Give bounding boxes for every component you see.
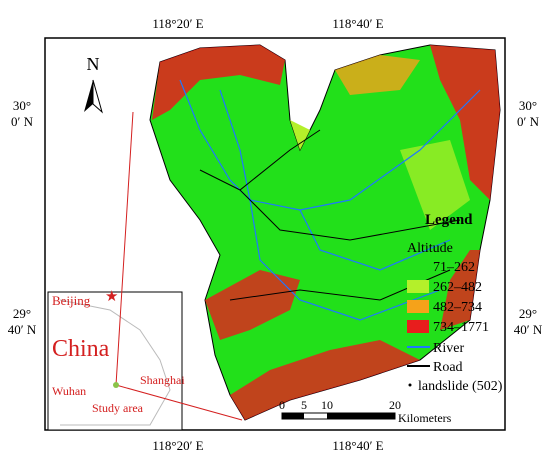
- legend-label: landslide (502): [418, 379, 503, 394]
- legend-label: 734–1771: [433, 320, 489, 335]
- legend-landslide-dot: [408, 383, 412, 387]
- longitude-label: 118°40′ E: [332, 438, 383, 453]
- legend-title: Legend: [425, 212, 473, 228]
- latitude-label: 30°: [13, 98, 31, 113]
- latitude-label: 40′ N: [514, 322, 543, 337]
- legend-swatch: [407, 320, 429, 333]
- legend-label: 482–734: [433, 300, 482, 315]
- legend-swatch: [407, 300, 429, 313]
- legend-label: Road: [433, 360, 463, 375]
- north-label: N: [87, 54, 100, 74]
- legend-subtitle: Altitude: [407, 241, 453, 256]
- svg-text:★: ★: [105, 289, 118, 305]
- scale-label: 0: [279, 398, 285, 412]
- scale-label: 10: [321, 398, 333, 412]
- latitude-label: 40′ N: [8, 322, 37, 337]
- inset-label: Shanghai: [140, 373, 185, 387]
- latitude-label: 30°: [519, 98, 537, 113]
- legend-label: River: [433, 341, 464, 356]
- latitude-label: 0′ N: [517, 114, 540, 129]
- legend-swatch: [407, 260, 429, 273]
- scale-label: 5: [301, 398, 307, 412]
- inset-map: ★: [47, 111, 243, 431]
- longitude-label: 118°20′ E: [152, 16, 203, 31]
- latitude-label: 0′ N: [11, 114, 34, 129]
- legend-label: 262–482: [433, 280, 482, 295]
- scale-bar-segment: [282, 413, 304, 419]
- inset-label: China: [52, 336, 110, 362]
- longitude-label: 118°40′ E: [332, 16, 383, 31]
- inset-label: Wuhan: [52, 384, 86, 398]
- legend-label: 71–262: [433, 260, 475, 275]
- north-arrow: N: [84, 54, 103, 114]
- latitude-label: 29°: [519, 306, 537, 321]
- scale-unit: Kilometers: [398, 411, 452, 425]
- latitude-label: 29°: [13, 306, 31, 321]
- legend-swatch: [407, 280, 429, 293]
- inset-label: Beijing: [52, 293, 91, 308]
- scale-bar-segment: [327, 413, 395, 419]
- longitude-label: 118°20′ E: [152, 438, 203, 453]
- inset-label: Study area: [92, 401, 144, 415]
- scale-label: 20: [389, 398, 401, 412]
